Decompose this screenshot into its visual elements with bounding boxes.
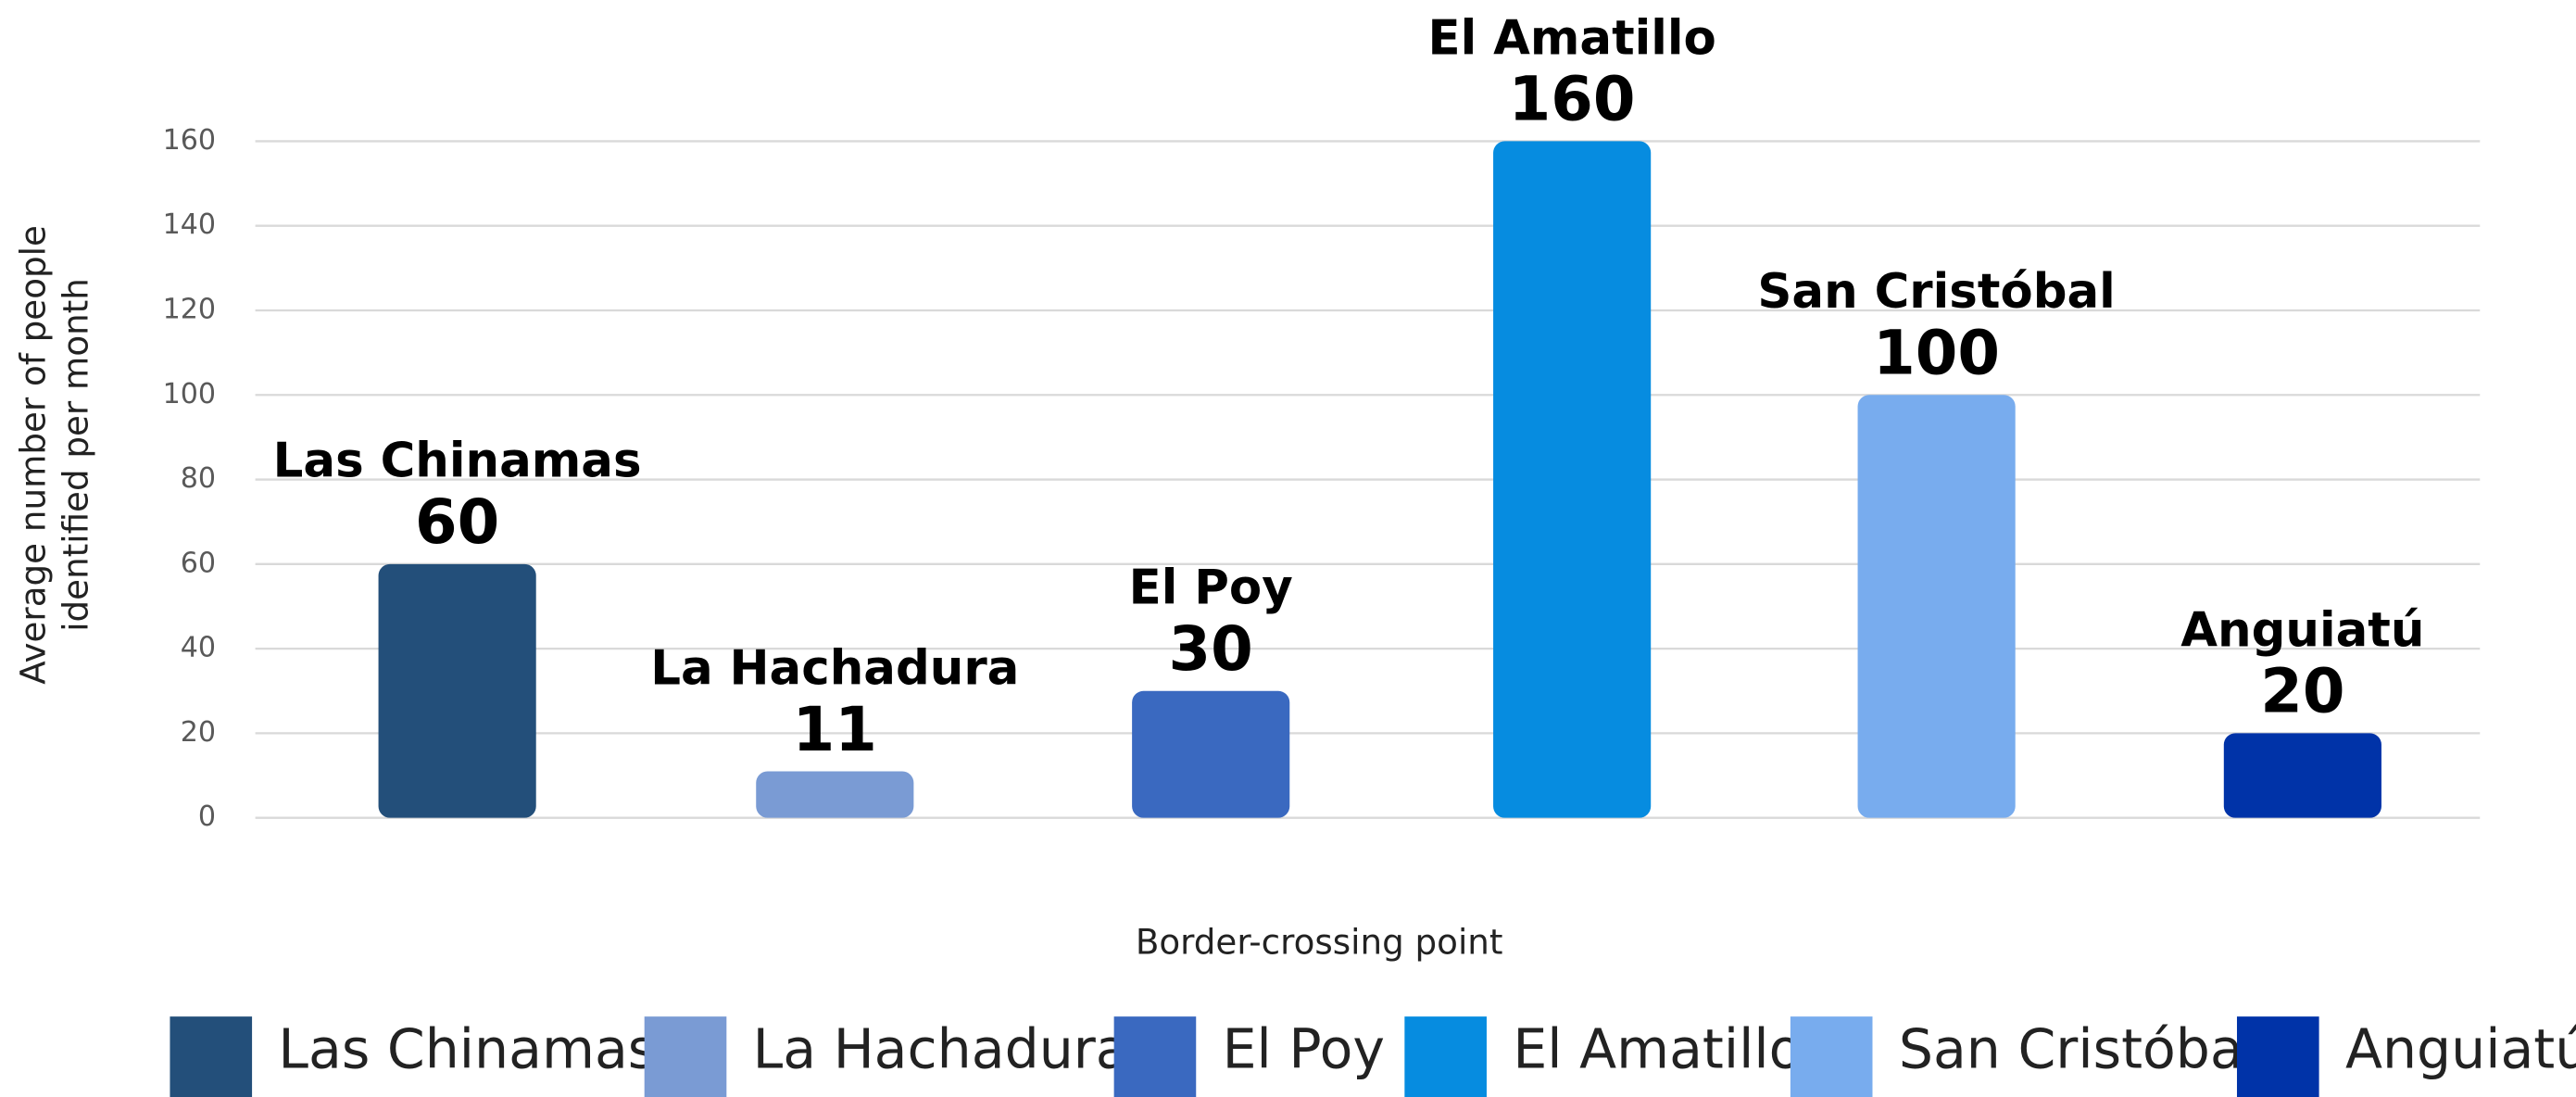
y-tick-label: 120 [163,293,216,325]
bar [1132,690,1290,818]
data-label-name: Anguiatú [2180,602,2424,658]
y-tick-label: 60 [181,547,216,579]
y-tick-label: 0 [198,801,216,833]
bar [1857,395,2016,818]
y-tick-label: 40 [181,632,216,664]
y-tick-label: 160 [163,124,216,157]
legend-label: La Hachadura [753,1017,1129,1080]
data-label: 100 [1873,319,2000,389]
data-label: 30 [1169,614,1253,685]
y-tick-label: 140 [163,208,216,241]
legend-swatch [1790,1016,1873,1097]
data-label: 11 [793,695,877,765]
y-axis-title-line: identified per month [56,278,96,632]
bar [378,563,536,818]
data-label: 60 [415,487,499,558]
bar [1493,141,1652,818]
y-axis-title-line: Average number of people [13,225,54,685]
legend-label: San Cristóbal [1899,1017,2258,1080]
y-tick-label: 100 [163,378,216,410]
data-label: 160 [1509,65,1636,135]
legend-swatch [170,1016,253,1097]
legend-swatch [1404,1016,1487,1097]
y-axis-title: Average number of people identified per … [13,225,96,685]
y-tick-label: 80 [181,462,216,495]
bar [2223,733,2381,818]
x-axis-title: Border-crossing point [1136,922,1503,963]
bar [756,771,914,818]
data-label: 20 [2260,657,2344,727]
data-label-name: El Poy [1129,561,1293,616]
data-label-name: San Cristóbal [1757,264,2115,320]
y-tick-label: 20 [181,716,216,749]
data-label-name: El Amatillo [1427,10,1715,66]
legend-label: Anguiatú [2345,1017,2576,1080]
legend-swatch [644,1016,727,1097]
legend-swatch [1113,1016,1197,1097]
legend-swatch [2236,1016,2319,1097]
legend-label: Las Chinamas [278,1017,656,1080]
data-label-name: Las Chinamas [273,434,642,489]
legend-label: El Poy [1223,1017,1385,1080]
legend-label: El Amatillo [1513,1017,1802,1080]
data-label-name: La Hachadura [650,640,1019,696]
